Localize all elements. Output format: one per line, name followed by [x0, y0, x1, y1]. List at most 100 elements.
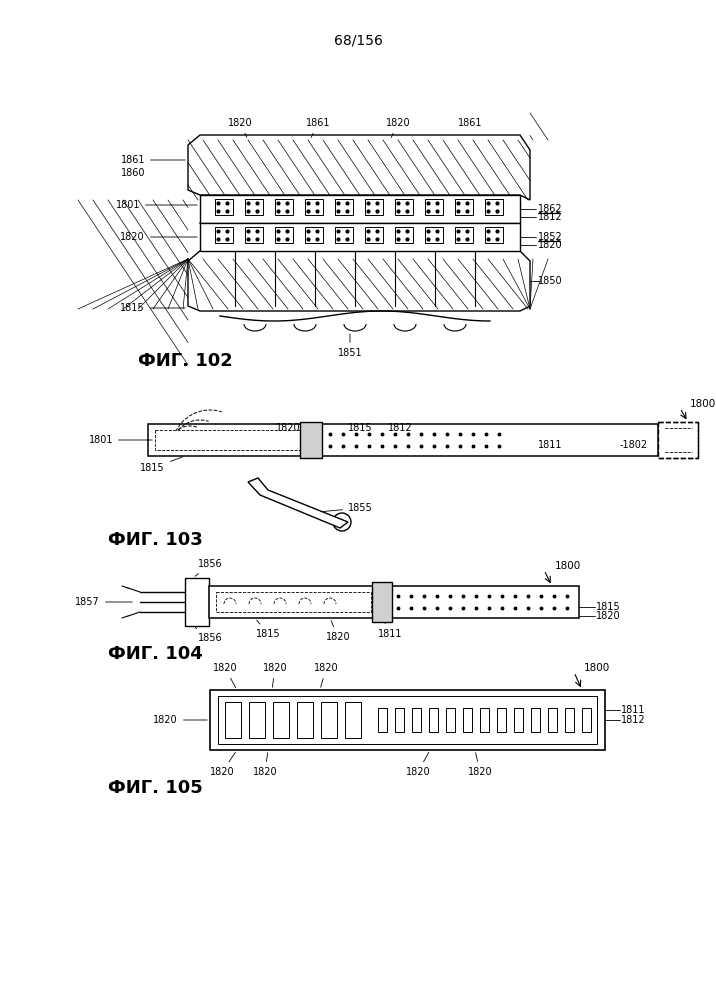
- Text: 1856: 1856: [195, 559, 222, 576]
- Bar: [514, 708, 523, 732]
- Bar: [305, 227, 323, 243]
- Bar: [200, 223, 520, 251]
- Bar: [200, 195, 520, 223]
- Bar: [297, 702, 313, 738]
- Bar: [565, 708, 574, 732]
- Text: 1815: 1815: [120, 303, 185, 313]
- Bar: [335, 199, 353, 215]
- Bar: [485, 199, 503, 215]
- Bar: [480, 708, 489, 732]
- Bar: [218, 696, 597, 744]
- Text: 1861: 1861: [306, 118, 330, 138]
- Text: 1800: 1800: [690, 399, 716, 409]
- Bar: [455, 227, 473, 243]
- Text: 1800: 1800: [555, 561, 581, 571]
- Text: 1820: 1820: [276, 423, 303, 443]
- Bar: [209, 586, 579, 618]
- Bar: [425, 227, 443, 243]
- Bar: [245, 227, 263, 243]
- Text: 1815: 1815: [140, 457, 183, 473]
- Bar: [345, 702, 361, 738]
- Bar: [275, 199, 293, 215]
- Text: 1820: 1820: [213, 663, 237, 687]
- Text: 1852: 1852: [538, 232, 563, 242]
- Text: 1856: 1856: [195, 627, 222, 643]
- Text: ФИГ. 104: ФИГ. 104: [108, 645, 203, 663]
- Text: 1861: 1861: [458, 118, 483, 128]
- Text: 1820: 1820: [406, 752, 430, 777]
- Text: 1800: 1800: [584, 663, 610, 673]
- Bar: [321, 702, 337, 738]
- Bar: [249, 702, 265, 738]
- Bar: [225, 702, 241, 738]
- Bar: [485, 227, 503, 243]
- Text: ФИГ. 103: ФИГ. 103: [108, 531, 203, 549]
- Text: 1820: 1820: [386, 118, 410, 138]
- Text: 1820: 1820: [120, 232, 197, 242]
- Text: 1820: 1820: [210, 752, 236, 777]
- Bar: [425, 199, 443, 215]
- Bar: [215, 227, 233, 243]
- Bar: [658, 422, 698, 458]
- Text: 1820: 1820: [326, 620, 350, 642]
- Text: -1802: -1802: [620, 440, 648, 450]
- Text: 68/156: 68/156: [334, 33, 382, 47]
- Text: 1855: 1855: [321, 503, 373, 513]
- Text: 1820: 1820: [153, 715, 207, 725]
- Bar: [275, 227, 293, 243]
- Bar: [210, 690, 605, 750]
- Text: 1861: 1861: [120, 155, 185, 165]
- Bar: [305, 199, 323, 215]
- Text: 1820: 1820: [596, 611, 621, 621]
- Text: 1820: 1820: [314, 663, 339, 687]
- Bar: [155, 430, 300, 450]
- Text: 1860: 1860: [120, 168, 145, 178]
- Bar: [455, 199, 473, 215]
- Bar: [365, 199, 383, 215]
- Bar: [531, 708, 540, 732]
- Text: 1811: 1811: [378, 614, 402, 639]
- Text: 1820: 1820: [253, 753, 277, 777]
- Text: 1815: 1815: [256, 620, 280, 639]
- Text: 1815: 1815: [596, 602, 621, 612]
- Text: 1820: 1820: [228, 118, 252, 138]
- Text: ФИГ. 105: ФИГ. 105: [108, 779, 203, 797]
- Text: 1812: 1812: [538, 212, 563, 222]
- Bar: [463, 708, 472, 732]
- Text: 1820: 1820: [263, 663, 287, 687]
- Bar: [372, 582, 392, 622]
- Bar: [273, 702, 289, 738]
- Text: 1801: 1801: [89, 435, 153, 445]
- Bar: [446, 708, 455, 732]
- Bar: [300, 422, 322, 458]
- Text: 1820: 1820: [468, 752, 493, 777]
- Text: 1811: 1811: [621, 705, 646, 715]
- Text: ФИГ. 102: ФИГ. 102: [138, 352, 233, 370]
- Text: 1857: 1857: [75, 597, 132, 607]
- Bar: [216, 592, 371, 612]
- Bar: [215, 199, 233, 215]
- Polygon shape: [248, 478, 348, 528]
- Bar: [429, 708, 438, 732]
- Bar: [395, 199, 413, 215]
- Text: 1801: 1801: [115, 200, 197, 210]
- Text: 1811: 1811: [538, 440, 563, 450]
- Text: 1851: 1851: [338, 334, 362, 358]
- Text: 1812: 1812: [621, 715, 646, 725]
- Bar: [148, 424, 658, 456]
- Bar: [378, 708, 387, 732]
- Polygon shape: [188, 135, 530, 200]
- Text: 1862: 1862: [538, 204, 563, 214]
- Text: 1820: 1820: [538, 240, 563, 250]
- Bar: [395, 708, 404, 732]
- Text: 1812: 1812: [387, 423, 412, 433]
- Bar: [548, 708, 557, 732]
- Bar: [365, 227, 383, 243]
- Text: 1815: 1815: [348, 423, 372, 433]
- Text: 1850: 1850: [538, 276, 563, 286]
- Bar: [335, 227, 353, 243]
- Bar: [412, 708, 421, 732]
- Bar: [395, 227, 413, 243]
- Polygon shape: [188, 251, 530, 311]
- Bar: [185, 578, 209, 626]
